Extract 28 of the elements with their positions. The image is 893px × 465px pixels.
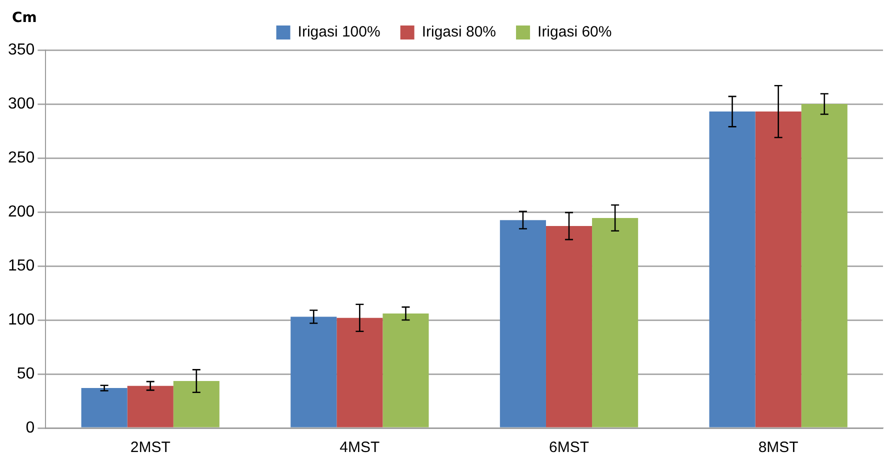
bar (382, 314, 429, 428)
bar (127, 386, 174, 428)
x-tick-label: 8MST (758, 439, 798, 456)
y-axis-title: Cm (12, 10, 37, 26)
x-tick-label: 6MST (549, 439, 590, 456)
legend-label: Irigasi 60% (538, 24, 612, 41)
y-tick-label: 200 (8, 203, 35, 220)
y-tick-label: 150 (8, 257, 35, 274)
legend-label: Irigasi 100% (298, 24, 380, 41)
bar (173, 381, 220, 428)
y-tick-label: 300 (8, 95, 35, 112)
y-tick-label: 50 (16, 365, 35, 382)
y-tick-label: 100 (8, 311, 35, 328)
bar (709, 112, 756, 428)
bar (500, 220, 546, 428)
y-tick-label: 350 (8, 41, 35, 58)
x-tick-label: 4MST (340, 439, 380, 456)
y-tick-label: 250 (8, 149, 35, 166)
bar (81, 388, 128, 428)
bar (546, 226, 592, 428)
bar (801, 104, 848, 428)
legend-label: Irigasi 80% (422, 24, 496, 41)
x-tick-label: 2MST (130, 439, 170, 456)
bar (290, 316, 337, 428)
bar (755, 112, 802, 428)
bar (592, 218, 638, 428)
y-tick-label: 0 (26, 419, 35, 436)
bar (336, 318, 383, 428)
